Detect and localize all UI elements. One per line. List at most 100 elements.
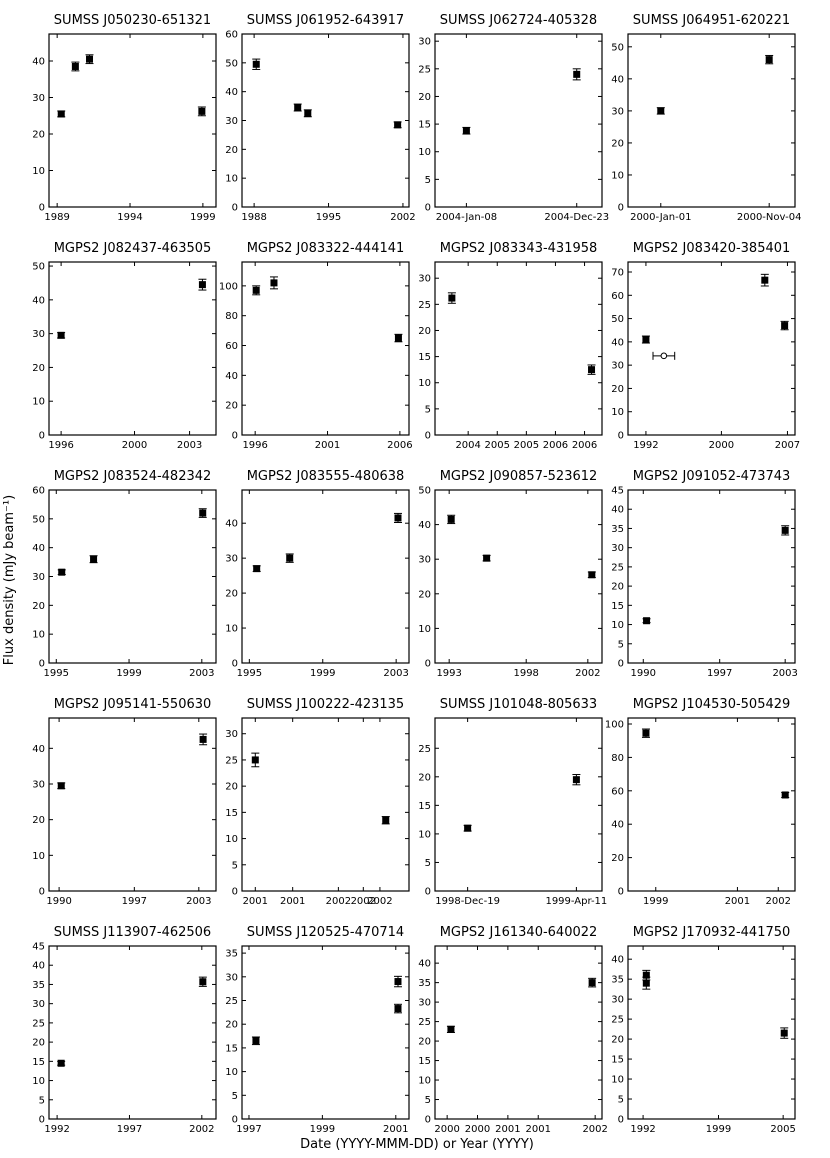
panel: MGPS2 J170932-441750 0 5 10 15 20 25 30 35 40 1992…: [611, 925, 796, 1135]
y-tick-label: 30: [611, 995, 624, 1006]
panel-title: MGPS2 J090857-523612: [440, 469, 598, 484]
y-tick-label: 40: [611, 820, 624, 831]
panel: MGPS2 J090857-523612 0 10 20 30 40 50 1993 1998 2…: [418, 469, 603, 679]
x-tick-label: 1990: [631, 668, 656, 679]
y-tick-label: 30: [32, 93, 45, 104]
y-tick-label: 35: [32, 980, 45, 991]
data-point: [58, 568, 66, 576]
y-tick-label: 30: [225, 554, 238, 565]
y-tick-label: 20: [418, 326, 431, 337]
y-tick-label: 20: [611, 853, 624, 864]
y-tick-label: 20: [32, 363, 45, 374]
y-tick-label: 0: [39, 887, 45, 898]
x-tick-label: 1993: [436, 668, 461, 679]
y-tick-label: 0: [425, 1115, 431, 1126]
y-tick-label: 40: [611, 337, 624, 348]
y-tick-label: 10: [418, 624, 431, 635]
x-tick-label: 1998-Dec-19: [435, 896, 500, 907]
x-tick-label: 2002: [575, 668, 600, 679]
data-point: [462, 127, 470, 135]
x-tick-label: 2002: [326, 896, 351, 907]
panel: SUMSS J113907-462506 0 5 10 15 20 25 30 35 40 45 19…: [32, 925, 217, 1135]
x-tick-label: 2002: [189, 1124, 214, 1135]
y-tick-label: 20: [418, 772, 431, 783]
x-tick-label: 2006: [387, 440, 412, 451]
x-tick-label: 1995: [237, 668, 262, 679]
x-tick-label: 1995: [316, 212, 341, 223]
panel-title: SUMSS J113907-462506: [54, 925, 211, 940]
plot-frame: [434, 717, 603, 892]
y-tick-label: 50: [32, 262, 45, 273]
y-tick-label: 20: [611, 138, 624, 149]
x-tick-label: 1992: [630, 1124, 655, 1135]
y-tick-label: 45: [611, 486, 624, 497]
y-tick-label: 25: [225, 996, 238, 1007]
y-tick-label: 30: [418, 274, 431, 285]
data-point: [588, 979, 596, 987]
plot-frame: [241, 261, 410, 436]
data-point: [394, 1005, 402, 1013]
panel-title: MGPS2 J095141-550630: [54, 697, 212, 712]
y-tick-label: 40: [32, 961, 45, 972]
y-tick-label: 100: [605, 720, 624, 731]
plot-frame: [48, 717, 217, 892]
x-tick-label: 1990: [46, 896, 71, 907]
y-tick-label: 80: [611, 753, 624, 764]
plot-frame: [434, 489, 603, 664]
x-tick-label: 1996: [48, 440, 73, 451]
panel-title: SUMSS J064951-620221: [633, 13, 790, 28]
y-tick-label: 40: [611, 505, 624, 516]
y-tick-label: 40: [32, 57, 45, 68]
panel-title: MGPS2 J083322-444141: [247, 241, 405, 256]
y-tick-label: 0: [618, 887, 624, 898]
data-point: [660, 352, 668, 360]
y-tick-label: 5: [618, 1095, 624, 1106]
y-tick-label: 30: [611, 106, 624, 117]
x-tick-label: 1999: [643, 896, 668, 907]
plot-frame: [241, 33, 410, 208]
y-tick-label: 50: [611, 314, 624, 325]
x-tick-label: 2002: [390, 212, 415, 223]
panel: MGPS2 J083524-482342 0 10 20 30 40 50 60 1995 199…: [32, 469, 217, 679]
y-tick-label: 45: [32, 942, 45, 953]
y-tick-label: 70: [611, 268, 624, 279]
y-tick-label: 30: [225, 729, 238, 740]
y-tick-label: 20: [32, 1038, 45, 1049]
y-tick-label: 5: [425, 175, 431, 186]
y-tick-label: 15: [611, 601, 624, 612]
data-point: [199, 509, 207, 517]
y-tick-label: 30: [32, 329, 45, 340]
y-tick-label: 5: [39, 1095, 45, 1106]
panel: MGPS2 J083420-385401 0 10 20 30 40 50 60 70 1992 2…: [611, 241, 800, 451]
y-tick-label: 60: [611, 291, 624, 302]
data-point: [253, 565, 261, 573]
y-tick-label: 30: [418, 37, 431, 48]
y-tick-label: 60: [225, 30, 238, 41]
panel: MGPS2 J083322-444141 0 20 40 60 80 100 1996 2001…: [219, 241, 413, 451]
x-tick-label: 1999: [706, 1124, 731, 1135]
y-tick-label: 0: [425, 887, 431, 898]
data-point: [252, 1037, 260, 1045]
data-point: [199, 735, 207, 743]
y-tick-label: 15: [32, 1057, 45, 1068]
data-point: [642, 729, 650, 737]
y-tick-label: 15: [611, 1055, 624, 1066]
y-tick-label: 10: [611, 620, 624, 631]
panel: SUMSS J120525-470714 0 5 10 15 20 25 30 35 1997 19…: [225, 925, 410, 1135]
plot-frame: [434, 945, 603, 1120]
panel: MGPS2 J083555-480638 0 10 20 30 40 1995 1999 200…: [225, 469, 410, 679]
x-tick-label: 2000: [434, 1124, 459, 1135]
x-tick-label: 2007: [775, 440, 800, 451]
x-tick-label: 2005: [514, 440, 539, 451]
y-tick-label: 10: [418, 378, 431, 389]
y-tick-label: 0: [232, 659, 238, 670]
data-point: [781, 791, 789, 799]
y-tick-label: 10: [225, 834, 238, 845]
data-point: [86, 55, 94, 63]
panel: MGPS2 J083343-431958 0 5 10 15 20 25 30 2004 2005…: [418, 241, 603, 451]
x-tick-label: 2000-Jan-01: [630, 212, 691, 223]
y-tick-label: 15: [418, 801, 431, 812]
x-tick-label: 2000: [465, 1124, 490, 1135]
x-tick-label: 2002: [367, 896, 392, 907]
plot-frame: [48, 33, 217, 208]
